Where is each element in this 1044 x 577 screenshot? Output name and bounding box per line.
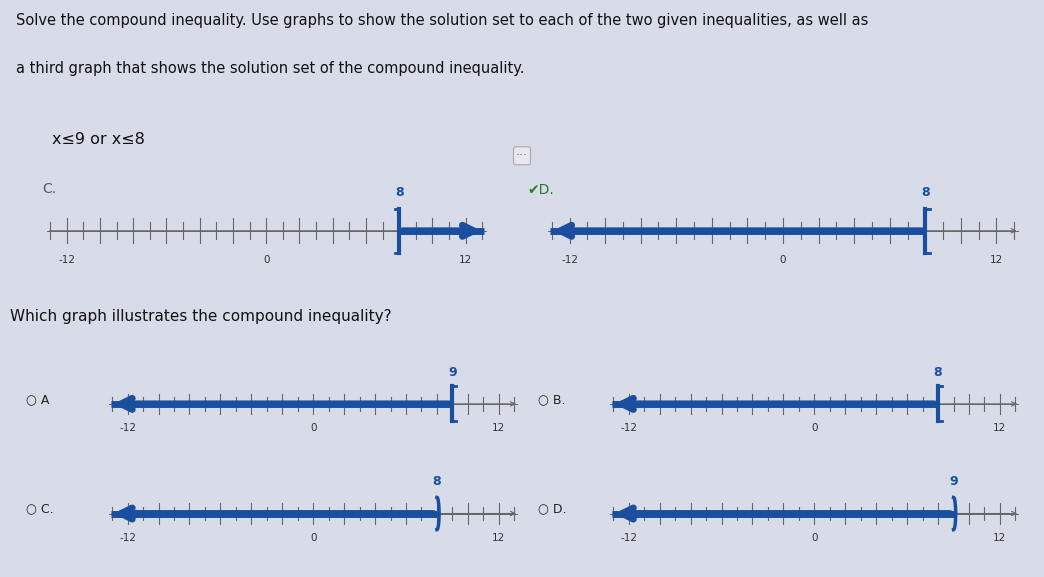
Text: 8: 8 <box>395 186 404 199</box>
Text: ○ C.: ○ C. <box>26 503 53 515</box>
Text: a third graph that shows the solution set of the compound inequality.: a third graph that shows the solution se… <box>16 61 524 76</box>
Text: Solve the compound inequality. Use graphs to show the solution set to each of th: Solve the compound inequality. Use graph… <box>16 13 868 28</box>
Text: ✔D.: ✔D. <box>527 183 554 197</box>
Text: ···: ··· <box>516 149 528 162</box>
Text: 8: 8 <box>432 475 442 488</box>
Text: 12: 12 <box>993 424 1006 433</box>
Text: x≤9 or x≤8: x≤9 or x≤8 <box>52 133 145 148</box>
Text: 8: 8 <box>933 365 943 379</box>
Text: 9: 9 <box>949 475 957 488</box>
Text: -12: -12 <box>119 533 136 543</box>
Text: 12: 12 <box>993 533 1006 543</box>
Text: ○ A: ○ A <box>26 393 49 406</box>
Text: -12: -12 <box>561 255 578 265</box>
Text: ○ D.: ○ D. <box>538 503 566 515</box>
Text: 0: 0 <box>310 533 316 543</box>
Text: 12: 12 <box>990 255 1003 265</box>
Text: -12: -12 <box>58 255 75 265</box>
Text: 0: 0 <box>263 255 269 265</box>
Text: -12: -12 <box>620 424 637 433</box>
Text: 12: 12 <box>492 533 505 543</box>
Text: 0: 0 <box>811 424 817 433</box>
Text: 0: 0 <box>780 255 786 265</box>
Text: -12: -12 <box>620 533 637 543</box>
Text: ○ B.: ○ B. <box>538 393 565 406</box>
Text: 8: 8 <box>921 186 929 199</box>
Text: 12: 12 <box>459 255 472 265</box>
Text: 12: 12 <box>492 424 505 433</box>
Text: 0: 0 <box>811 533 817 543</box>
Text: 0: 0 <box>310 424 316 433</box>
Text: -12: -12 <box>119 424 136 433</box>
Text: 9: 9 <box>448 365 456 379</box>
Text: Which graph illustrates the compound inequality?: Which graph illustrates the compound ine… <box>10 309 393 324</box>
Text: C.: C. <box>42 182 56 196</box>
